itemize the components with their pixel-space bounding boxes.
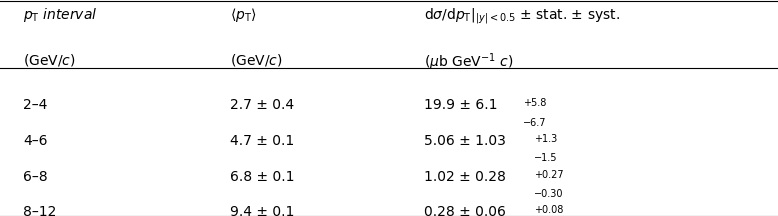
Text: 0.28 ± 0.06: 0.28 ± 0.06 [424,205,506,216]
Text: 4–6: 4–6 [23,134,47,148]
Text: $\langle p_{\mathrm{T}}\rangle$: $\langle p_{\mathrm{T}}\rangle$ [230,6,256,24]
Text: 2–4: 2–4 [23,98,47,112]
Text: +1.3: +1.3 [534,134,557,144]
Text: 6.8 ± 0.1: 6.8 ± 0.1 [230,170,294,184]
Text: +0.08: +0.08 [534,205,563,215]
Text: −6.7: −6.7 [523,118,546,128]
Text: 19.9 ± 6.1: 19.9 ± 6.1 [424,98,497,112]
Text: 9.4 ± 0.1: 9.4 ± 0.1 [230,205,294,216]
Text: −0.30: −0.30 [534,189,563,199]
Text: −1.5: −1.5 [534,153,557,163]
Text: 2.7 ± 0.4: 2.7 ± 0.4 [230,98,293,112]
Text: d$\sigma$/d$p_{\mathrm{T}}|_{|y|<0.5}$ $\pm$ stat. $\pm$ syst.: d$\sigma$/d$p_{\mathrm{T}}|_{|y|<0.5}$ $… [424,6,620,26]
Text: 4.7 ± 0.1: 4.7 ± 0.1 [230,134,294,148]
Text: +5.8: +5.8 [523,98,546,108]
Text: (GeV/$c$): (GeV/$c$) [23,52,76,68]
Text: 5.06 ± 1.03: 5.06 ± 1.03 [424,134,506,148]
Text: (GeV/$c$): (GeV/$c$) [230,52,282,68]
Text: ($\mu$b GeV$^{-1}$ $c$): ($\mu$b GeV$^{-1}$ $c$) [424,52,513,73]
Text: +0.27: +0.27 [534,170,563,179]
Text: 6–8: 6–8 [23,170,48,184]
Text: $p_{\mathrm{T}}$ interval: $p_{\mathrm{T}}$ interval [23,6,98,24]
Text: 1.02 ± 0.28: 1.02 ± 0.28 [424,170,506,184]
Text: 8–12: 8–12 [23,205,57,216]
